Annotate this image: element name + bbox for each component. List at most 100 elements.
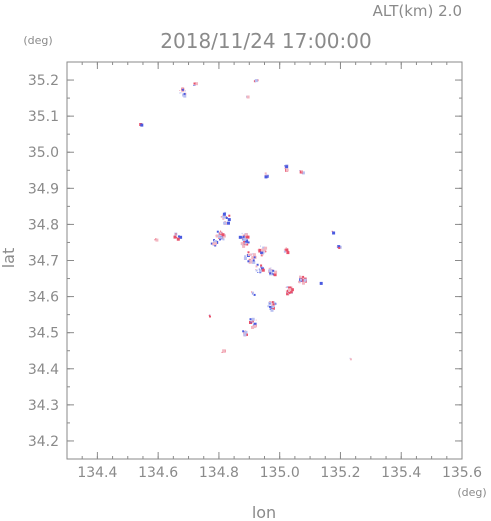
y-axis-label: lat [0,248,18,269]
echo-point [258,248,261,251]
echo-point [255,265,258,268]
echo-point [337,245,341,249]
echo-point [221,233,225,237]
echo-point [286,290,289,293]
echo-point [221,236,225,240]
echo-point [243,331,247,335]
y-unit-label: (deg) [23,34,52,47]
axis-ticks: 134.4 134.6 134.8 135.0 135.2 135.4 135.6 34.2 3… [28,61,482,481]
echo-point [249,258,251,260]
echo-point [256,263,259,266]
echo-point [181,87,184,90]
echo-point [227,221,230,225]
echo-point [273,273,277,277]
echo-point [222,214,224,216]
echo-point [244,255,247,258]
echo-point [246,239,248,240]
y-tick-label: 34.5 [28,326,59,342]
echo-point [287,289,288,291]
plot-frame [66,61,463,460]
echo-point [260,264,263,267]
echo-point [286,286,289,289]
echo-points [139,79,352,361]
x-tick-label: 135.4 [381,465,421,481]
echo-point [223,221,227,225]
echo-point [262,246,266,250]
y-tick-label: 34.6 [28,290,59,306]
echo-point [301,171,305,175]
echo-point [349,358,352,361]
echo-point [261,253,264,256]
echo-point [302,275,305,278]
echo-point [301,279,305,283]
echo-point [241,244,243,246]
echo-point [271,306,275,310]
echo-point [332,231,336,235]
x-tick-label: 135.2 [320,465,360,481]
echo-point [194,84,196,86]
x-unit-label: (deg) [457,486,486,499]
echo-point [258,268,260,270]
echo-point [243,236,246,239]
echo-point [246,95,250,99]
echo-point [242,235,245,238]
echo-point [251,291,254,294]
echo-point [209,314,211,316]
echo-point [176,237,178,239]
echo-point [246,235,250,239]
echo-point [217,235,220,238]
echo-point [242,244,246,248]
echo-point [286,292,290,296]
echo-point [264,175,268,179]
echo-point [263,253,265,255]
echo-point [336,246,338,248]
echo-point [272,301,275,304]
echo-point [193,84,195,86]
echo-point [271,301,274,304]
echo-point [269,303,271,305]
y-tick-label: 34.9 [28,181,59,197]
echo-point [261,268,265,272]
echo-point [181,88,184,91]
echo-point [285,290,287,292]
echo-point [222,349,226,353]
echo-point [288,293,289,295]
echo-point [184,90,186,92]
echo-point [267,305,270,308]
echo-point [155,238,159,242]
echo-point [251,293,253,295]
echo-point [213,242,217,246]
echo-point [243,333,247,337]
echo-point [255,269,257,270]
echo-point [331,230,333,232]
echo-point [271,271,274,274]
datetime-title: 2018/11/24 17:00:00 [160,29,371,53]
echo-point [285,247,287,248]
echo-point [268,269,272,273]
echo-point [286,248,288,250]
echo-point [250,260,254,264]
echo-point [244,242,247,245]
echo-point [258,269,262,273]
echo-point [272,269,275,272]
x-tick-label: 135.0 [260,465,300,481]
echo-point [272,303,275,306]
x-tick-label: 134.6 [138,465,178,481]
echo-point [242,330,245,333]
echo-point [251,255,254,258]
echo-point [260,252,263,255]
echo-point [180,92,182,94]
echo-point [154,239,156,241]
echo-point [252,253,256,257]
echo-point [258,250,261,253]
echo-point [222,238,225,241]
echo-point [251,321,253,322]
echo-point [247,260,250,263]
echo-point [303,278,307,282]
echo-point [183,92,186,95]
echo-point [286,251,290,255]
echo-point [175,233,177,235]
echo-point [195,82,198,86]
echo-point [220,216,222,218]
